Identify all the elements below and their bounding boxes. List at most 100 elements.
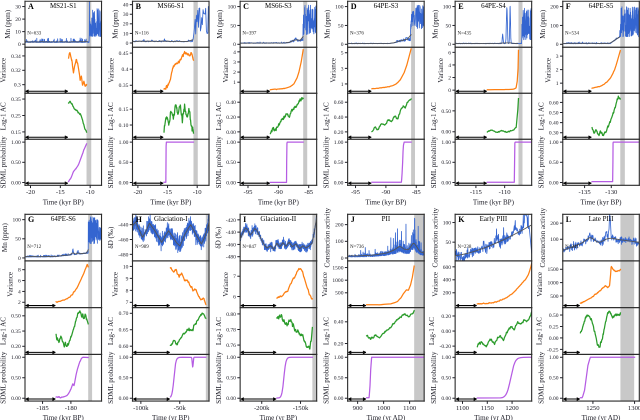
svg-text:0.35: 0.35 [11, 97, 21, 103]
svg-text:Variance: Variance [329, 58, 337, 83]
svg-text:Lag-1 AC: Lag-1 AC [215, 317, 223, 345]
svg-text:0.10: 0.10 [119, 123, 129, 129]
svg-text:0.40: 0.40 [226, 100, 236, 106]
svg-text:3: 3 [233, 60, 236, 66]
svg-text:0.15: 0.15 [11, 130, 21, 136]
svg-text:-15: -15 [56, 189, 66, 196]
svg-text:20: 20 [15, 17, 21, 23]
svg-text:1.00: 1.00 [226, 355, 236, 361]
svg-text:10: 10 [15, 30, 21, 36]
svg-text:0.50: 0.50 [11, 160, 21, 166]
svg-text:-115: -115 [470, 189, 483, 196]
svg-text:-460: -460 [226, 242, 236, 248]
svg-text:0.00: 0.00 [11, 396, 21, 402]
svg-text:H: H [136, 215, 143, 224]
svg-text:0.35: 0.35 [11, 329, 21, 335]
svg-text:Variance: Variance [544, 58, 552, 83]
svg-text:-20: -20 [133, 189, 143, 196]
svg-text:0.40: 0.40 [334, 115, 344, 121]
svg-text:N=116: N=116 [135, 32, 149, 37]
svg-text:Time (kyr BP): Time (kyr BP) [258, 198, 300, 206]
svg-text:0.50: 0.50 [334, 160, 344, 166]
svg-text:0.50: 0.50 [11, 314, 21, 320]
svg-text:0: 0 [448, 42, 451, 48]
svg-text:200: 200 [550, 221, 559, 227]
svg-text:Mn (ppm): Mn (ppm) [539, 9, 547, 39]
svg-text:Time (kyr BP): Time (kyr BP) [43, 414, 85, 420]
svg-text:4: 4 [18, 289, 21, 295]
svg-text:Variance: Variance [111, 272, 119, 297]
svg-text:SDML probability: SDML probability [322, 351, 330, 404]
svg-text:Variance: Variance [222, 58, 230, 83]
svg-text:0.4: 0.4 [121, 67, 128, 73]
svg-text:Time (kyr BP): Time (kyr BP) [150, 198, 192, 206]
svg-text:Variance: Variance [536, 272, 544, 297]
svg-text:SDML probability: SDML probability [322, 136, 330, 189]
svg-text:0.50: 0.50 [441, 160, 451, 166]
svg-text:0.3: 0.3 [14, 83, 21, 89]
svg-text:-10: -10 [86, 189, 96, 196]
svg-text:-185: -185 [36, 405, 49, 412]
svg-text:1: 1 [233, 80, 236, 86]
svg-text:N=435: N=435 [457, 32, 471, 37]
svg-text:SDML probability: SDML probability [430, 351, 438, 404]
svg-text:0.50: 0.50 [334, 376, 344, 382]
svg-text:0.00: 0.00 [226, 396, 236, 402]
svg-text:0.35: 0.35 [119, 83, 129, 89]
svg-text:N=712: N=712 [27, 245, 41, 250]
svg-text:1.00: 1.00 [334, 140, 344, 146]
svg-text:N=736: N=736 [350, 245, 364, 250]
svg-text:Time (yr BP): Time (yr BP) [260, 414, 298, 420]
svg-text:0: 0 [233, 42, 236, 48]
svg-text:4: 4 [233, 50, 236, 56]
svg-text:0.70: 0.70 [119, 311, 129, 317]
svg-text:0.00: 0.00 [11, 180, 21, 186]
svg-text:0.00: 0.00 [441, 180, 451, 186]
svg-text:Variance: Variance [0, 58, 8, 83]
svg-text:-420: -420 [226, 218, 236, 224]
svg-text:0.50: 0.50 [441, 376, 451, 382]
svg-text:0.50: 0.50 [549, 160, 559, 166]
svg-text:7: 7 [233, 274, 236, 280]
svg-text:0.50: 0.50 [119, 160, 129, 166]
svg-text:1100: 1100 [456, 405, 470, 412]
svg-text:I: I [243, 215, 246, 224]
svg-text:1.00: 1.00 [441, 140, 451, 146]
svg-text:Lag-1 AC: Lag-1 AC [322, 102, 330, 130]
svg-text:6: 6 [233, 294, 236, 300]
svg-text:1.00: 1.00 [119, 355, 129, 361]
svg-text:6: 6 [18, 278, 21, 284]
svg-text:6: 6 [448, 50, 451, 56]
svg-text:SDML probability: SDML probability [430, 136, 438, 189]
svg-text:PII: PII [382, 215, 391, 223]
svg-text:0.20: 0.20 [11, 344, 21, 350]
svg-text:Time (yr BP): Time (yr BP) [152, 414, 190, 420]
svg-text:0.50: 0.50 [226, 376, 236, 382]
svg-text:100: 100 [13, 218, 22, 224]
svg-text:-480: -480 [118, 252, 128, 258]
svg-text:L: L [566, 215, 572, 224]
svg-text:1: 1 [556, 81, 559, 87]
svg-text:0.65: 0.65 [119, 328, 129, 334]
svg-text:1.00: 1.00 [441, 355, 451, 361]
svg-text:1.00: 1.00 [549, 140, 559, 146]
svg-text:-130: -130 [605, 189, 618, 196]
svg-text:50: 50 [445, 23, 451, 29]
svg-text:Variance: Variance [321, 272, 329, 297]
svg-text:0.20: 0.20 [334, 341, 344, 347]
svg-text:N=534: N=534 [565, 32, 579, 37]
svg-text:2: 2 [448, 75, 451, 81]
svg-text:0.50: 0.50 [549, 313, 559, 319]
svg-text:SDML probability: SDML probability [0, 351, 8, 404]
svg-text:50: 50 [230, 23, 236, 29]
svg-text:Time (kyr BP): Time (kyr BP) [365, 198, 407, 206]
svg-text:1200: 1200 [505, 405, 519, 412]
svg-text:Time (yr AD): Time (yr AD) [474, 414, 513, 420]
svg-text:0.00: 0.00 [226, 130, 236, 136]
svg-text:C: C [243, 2, 249, 11]
svg-text:0.50: 0.50 [549, 110, 559, 116]
svg-text:Mn (ppm): Mn (ppm) [324, 9, 332, 39]
svg-text:50: 50 [15, 237, 21, 243]
svg-text:0.00: 0.00 [226, 180, 236, 186]
svg-text:Lag-1 AC: Lag-1 AC [0, 102, 8, 130]
